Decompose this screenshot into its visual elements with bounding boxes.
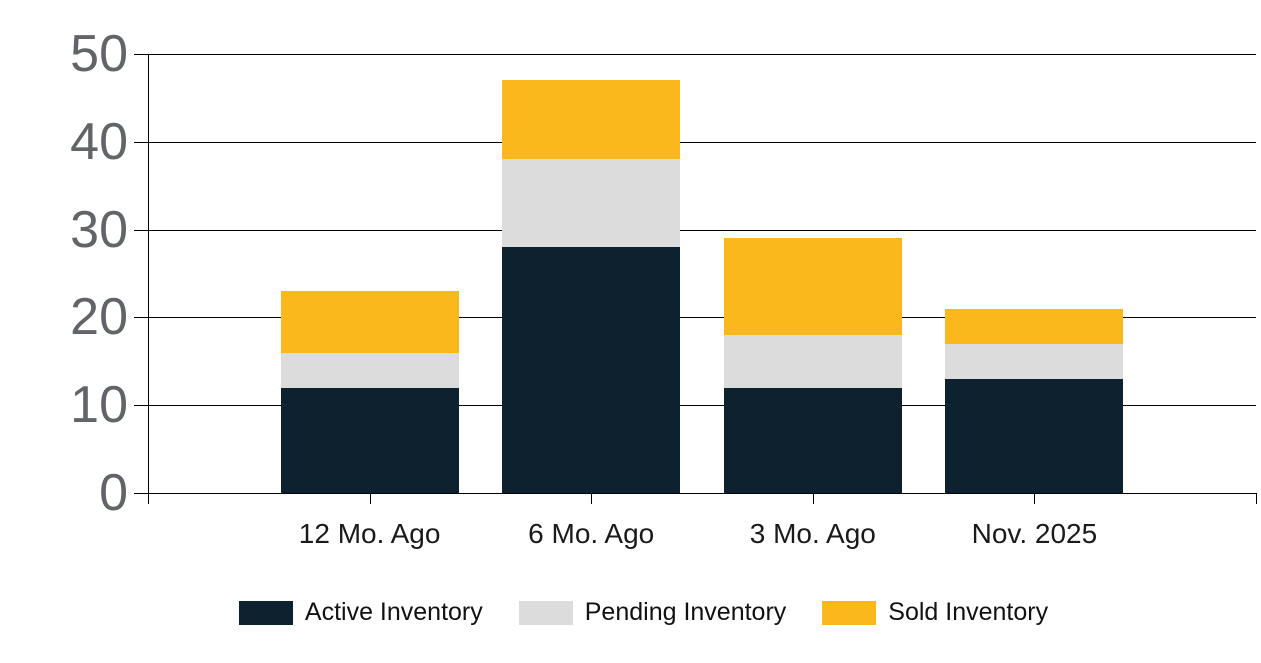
gridline-50 bbox=[134, 54, 1256, 55]
x-axis-category-label: 3 Mo. Ago bbox=[749, 518, 876, 549]
y-axis-tick-label: 0 bbox=[99, 464, 128, 522]
x-axis-category-label: 12 Mo. Ago bbox=[298, 518, 441, 549]
legend-swatch-pending-inventory bbox=[518, 600, 573, 625]
legend-item-sold-inventory: Sold Inventory bbox=[822, 598, 1048, 627]
bar-segment-active-inventory bbox=[723, 387, 902, 493]
x-axis-category-label: Nov. 2025 bbox=[971, 518, 1098, 549]
y-axis-tick-label: 30 bbox=[70, 200, 128, 259]
bar-segment-active-inventory bbox=[502, 247, 681, 493]
bar-segment-sold-inventory bbox=[945, 308, 1124, 344]
legend: Active Inventory Pending Inventory Sold In… bbox=[13, 598, 1261, 627]
legend-label: Pending Inventory bbox=[584, 598, 787, 626]
gridline-10 bbox=[134, 405, 1256, 407]
bar-segment-sold-inventory bbox=[502, 80, 681, 160]
bar-segment-pending-inventory bbox=[280, 352, 459, 388]
y-axis-tick-label: 50 bbox=[70, 25, 128, 83]
legend-label: Active Inventory bbox=[304, 598, 483, 626]
bar-segment-active-inventory bbox=[945, 378, 1124, 493]
bar-segment-sold-inventory bbox=[723, 238, 902, 335]
y-axis-tick-label: 40 bbox=[70, 112, 128, 171]
legend-item-pending-inventory: Pending Inventory bbox=[518, 598, 787, 627]
y-axis-line bbox=[148, 54, 149, 504]
x-axis-tick bbox=[369, 493, 371, 504]
bar-segment-pending-inventory bbox=[723, 334, 902, 388]
bar-nov-2025 bbox=[945, 54, 1124, 493]
bar-12-mo-ago bbox=[280, 54, 459, 493]
x-axis-category-label: 6 Mo. Ago bbox=[528, 518, 655, 549]
bar-segment-active-inventory bbox=[280, 387, 459, 493]
legend-item-active-inventory: Active Inventory bbox=[238, 598, 483, 627]
x-axis-tick bbox=[812, 493, 814, 504]
legend-label: Sold Inventory bbox=[888, 598, 1049, 626]
x-axis-tick bbox=[1034, 493, 1036, 504]
bar-segment-pending-inventory bbox=[945, 343, 1124, 379]
bar-6-mo-ago bbox=[502, 54, 681, 493]
x-axis-end-tick bbox=[1256, 493, 1257, 504]
gridline-20 bbox=[134, 317, 1256, 319]
bar-segment-sold-inventory bbox=[280, 291, 459, 353]
y-axis-tick-label: 20 bbox=[70, 288, 128, 347]
bar-3-mo-ago bbox=[723, 54, 902, 493]
legend-swatch-sold-inventory bbox=[822, 600, 877, 625]
y-axis-tick-label: 10 bbox=[70, 376, 128, 435]
legend-swatch-active-inventory bbox=[238, 600, 293, 625]
plot-area bbox=[134, 54, 1257, 504]
x-axis-tick bbox=[591, 493, 593, 504]
bar-segment-pending-inventory bbox=[502, 159, 681, 248]
gridline-40 bbox=[134, 141, 1256, 143]
gridline-30 bbox=[134, 229, 1256, 231]
gridline-0 bbox=[134, 493, 1256, 494]
